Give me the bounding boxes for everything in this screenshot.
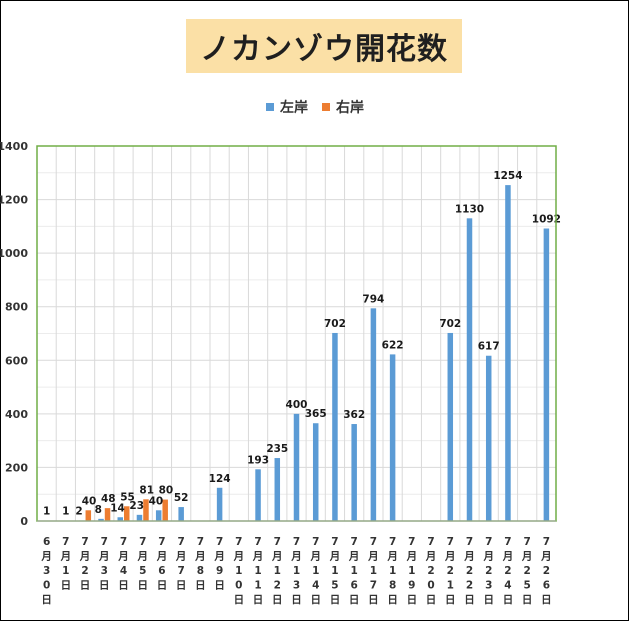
bar-left-bank (155, 510, 162, 521)
bar-right-bank (124, 506, 130, 521)
data-label-left-bank: 23 (129, 500, 144, 512)
data-label-right-bank: 81 (139, 484, 154, 496)
data-label-left-bank: 617 (478, 341, 500, 353)
data-label-left-bank: 794 (362, 293, 384, 305)
data-label-left-bank: 235 (266, 443, 288, 455)
bar-left-bank (216, 487, 223, 521)
data-label-left-bank: 702 (439, 318, 461, 330)
data-label-left-bank: 14 (110, 502, 125, 514)
bar-left-bank (136, 514, 143, 521)
data-label-right-bank: 55 (120, 491, 135, 503)
data-label-left-bank: 400 (286, 399, 308, 411)
bar-left-bank (485, 355, 492, 521)
bar-right-bank (162, 499, 168, 521)
y-tick-label: 400 (5, 408, 28, 421)
bar-right-bank (143, 499, 149, 521)
bar-left-bank (447, 332, 454, 521)
data-label-left-bank: 2 (75, 505, 82, 517)
y-tick-label: 0 (20, 515, 28, 528)
bar-left-bank (178, 507, 184, 521)
bar-left-bank (312, 423, 319, 521)
legend-swatch-left-bank (266, 103, 274, 111)
data-label-right-bank: 40 (82, 495, 97, 507)
data-label-left-bank: 124 (209, 473, 231, 485)
data-label-left-bank: 362 (343, 409, 365, 421)
y-tick-label: 1400 (0, 140, 28, 153)
legend-item-left-bank: 左岸 (266, 97, 308, 117)
bar-left-bank (293, 413, 300, 521)
bar-left-bank (370, 308, 377, 521)
data-label-left-bank: 1 (62, 506, 69, 518)
data-label-left-bank: 702 (324, 318, 346, 330)
y-tick-label: 800 (5, 301, 28, 314)
data-label-left-bank: 622 (382, 339, 404, 351)
chart-legend: 左岸 右岸 (266, 97, 378, 117)
chart-title: ノカンゾウ開花数 (186, 19, 462, 73)
legend-swatch-right-bank (322, 103, 330, 111)
data-label-right-bank: 48 (101, 493, 116, 505)
data-label-left-bank: 1 (43, 506, 50, 518)
bar-right-bank (85, 510, 92, 521)
y-tick-label: 1200 (0, 194, 28, 207)
bar-right-bank (104, 508, 111, 521)
data-label-left-bank: 1130 (455, 203, 484, 215)
bar-left-bank (332, 332, 338, 521)
bar-left-bank (255, 469, 261, 521)
bar-left-bank (98, 518, 104, 521)
bar-left-bank (505, 185, 511, 521)
data-label-right-bank: 80 (159, 485, 174, 497)
data-label-left-bank: 365 (305, 408, 327, 420)
data-label-left-bank: 40 (149, 495, 164, 507)
bar-left-bank (274, 458, 281, 521)
bar-left-bank (466, 218, 473, 522)
legend-item-right-bank: 右岸 (322, 97, 364, 117)
data-label-left-bank: 8 (95, 504, 102, 516)
y-tick-label: 200 (5, 461, 28, 474)
legend-label-left-bank: 左岸 (280, 100, 308, 116)
bar-left-bank (351, 424, 357, 521)
bar-left-bank (117, 517, 123, 521)
data-label-left-bank: 193 (247, 454, 269, 466)
bar-left-bank (543, 228, 550, 521)
legend-label-right-bank: 右岸 (336, 100, 364, 116)
y-tick-label: 600 (5, 354, 28, 367)
bar-left-bank (389, 354, 396, 521)
data-label-left-bank: 1254 (493, 170, 522, 182)
data-label-left-bank: 52 (174, 492, 189, 504)
data-label-left-bank: 1092 (532, 214, 561, 226)
y-tick-label: 1000 (0, 247, 28, 260)
